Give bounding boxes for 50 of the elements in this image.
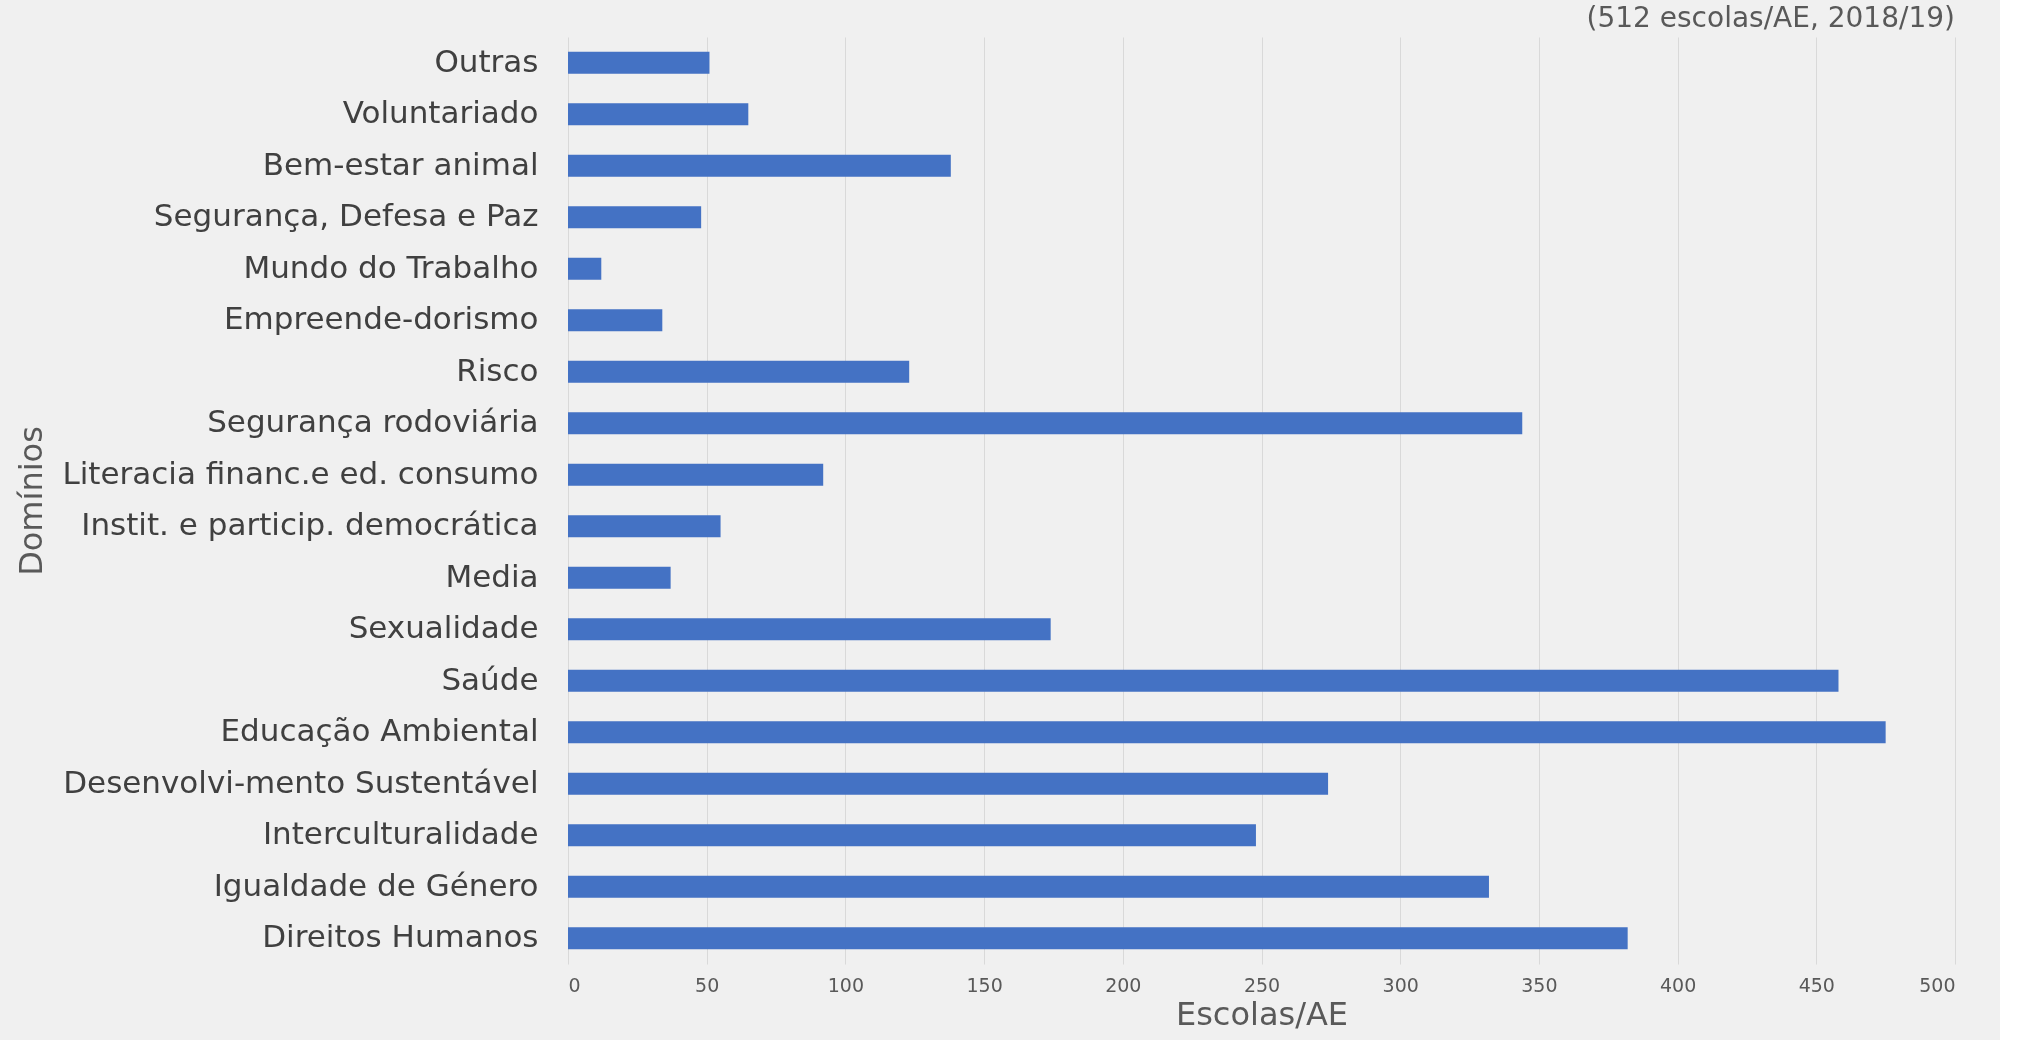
x-tick-label: 450 bbox=[1798, 973, 1835, 996]
chart-title: (512 escolas/AE, 2018/19) bbox=[1586, 1, 1955, 34]
bar bbox=[568, 412, 1523, 435]
bar bbox=[568, 772, 1329, 795]
bar bbox=[568, 875, 1489, 898]
y-tick-label: Segurança rodoviária bbox=[207, 403, 539, 440]
bar bbox=[568, 824, 1256, 847]
x-tick-label: 0 bbox=[568, 973, 581, 996]
x-tick-label: 400 bbox=[1659, 973, 1697, 996]
bar bbox=[568, 103, 749, 126]
y-tick-label: Educação Ambiental bbox=[220, 712, 539, 749]
y-tick-label: Media bbox=[445, 557, 539, 594]
bar bbox=[568, 566, 671, 589]
bar bbox=[568, 51, 710, 74]
y-tick-label: Instit. e particip. democrática bbox=[81, 506, 539, 543]
bar bbox=[568, 463, 824, 486]
x-tick-label: 200 bbox=[1105, 973, 1142, 996]
bar bbox=[568, 309, 663, 332]
bar bbox=[568, 206, 702, 229]
bar bbox=[568, 257, 602, 280]
bar bbox=[568, 154, 951, 177]
y-tick-label: Literacia financ.e ed. consumo bbox=[62, 454, 539, 491]
x-tick-label: 50 bbox=[695, 973, 720, 996]
x-tick-label: 300 bbox=[1382, 973, 1419, 996]
y-tick-label: Sexualidade bbox=[348, 609, 539, 646]
y-tick-label: Saúde bbox=[441, 660, 539, 697]
x-tick-label: 150 bbox=[966, 973, 1003, 996]
y-tick-label: Desenvolvi-mento Sustentável bbox=[63, 763, 539, 800]
bar bbox=[568, 669, 1839, 692]
y-tick-label: Direitos Humanos bbox=[262, 918, 539, 955]
x-tick-label: 100 bbox=[827, 973, 865, 996]
y-tick-label: Bem-estar animal bbox=[262, 145, 539, 182]
y-axis-title: Domínios bbox=[11, 426, 50, 576]
y-tick-label: Igualdade de Género bbox=[213, 866, 539, 903]
bar bbox=[568, 618, 1051, 641]
y-tick-label: Interculturalidade bbox=[262, 815, 539, 852]
bar bbox=[568, 515, 721, 538]
y-tick-label: Mundo do Trabalho bbox=[243, 248, 539, 285]
bar bbox=[568, 927, 1628, 950]
y-tick-label: Segurança, Defesa e Paz bbox=[153, 197, 539, 234]
y-tick-label: Empreende-dorismo bbox=[223, 300, 539, 337]
bar bbox=[568, 721, 1886, 744]
y-tick-label: Outras bbox=[434, 42, 539, 79]
x-tick-label: 250 bbox=[1243, 973, 1281, 996]
x-axis-title: Escolas/AE bbox=[1175, 994, 1349, 1033]
y-tick-label: Voluntariado bbox=[342, 94, 539, 131]
x-tick-label: 350 bbox=[1521, 973, 1558, 996]
x-tick-label: 500 bbox=[1919, 973, 1956, 996]
y-tick-label: Risco bbox=[456, 351, 539, 388]
bar bbox=[568, 360, 910, 383]
